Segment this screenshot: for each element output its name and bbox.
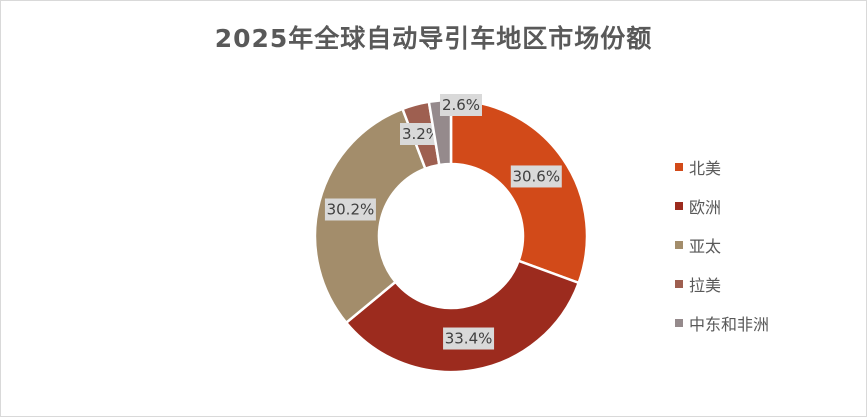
- data-label: 30.6%: [510, 165, 562, 188]
- data-label-box: [400, 123, 442, 145]
- legend-label: 北美: [689, 158, 722, 178]
- data-label-text: 33.4%: [445, 330, 493, 348]
- legend-swatch: [675, 318, 683, 327]
- donut-slice-4: [427, 98, 453, 167]
- data-label: 2.6%: [440, 94, 482, 116]
- legend-item: 北美: [675, 147, 769, 186]
- legend-item: 欧洲: [675, 186, 769, 225]
- legend-label: 欧洲: [689, 197, 722, 217]
- data-label-text: 2.6%: [442, 96, 480, 114]
- legend-item: 拉美: [675, 264, 769, 303]
- legend-swatch: [675, 240, 683, 249]
- data-label: 33.4%: [443, 327, 495, 350]
- legend-item: 中东和非洲: [675, 303, 769, 342]
- data-label-box: [324, 198, 376, 221]
- legend-swatch: [675, 201, 683, 210]
- legend-label: 中东和非洲: [689, 314, 770, 334]
- data-label-box: [443, 327, 495, 350]
- chart-title: 2025年全球自动导引车地区市场份额: [214, 24, 653, 53]
- data-label-text: 3.2%: [402, 125, 440, 143]
- data-label: 3.2%: [400, 123, 442, 145]
- data-label-box: [440, 94, 482, 116]
- legend-swatch: [675, 279, 683, 288]
- data-label-box: [510, 165, 562, 188]
- legend-label: 拉美: [689, 275, 722, 295]
- legend-label: 亚太: [689, 236, 722, 256]
- donut-slice-0: [449, 98, 589, 285]
- data-label: 30.2%: [324, 198, 376, 221]
- data-label-text: 30.6%: [512, 167, 560, 185]
- donut-slice-1: [344, 259, 581, 374]
- legend-item: 亚太: [675, 225, 769, 264]
- legend-swatch: [675, 162, 683, 171]
- legend: 北美 欧洲 亚太 拉美 中东和非洲: [675, 147, 769, 342]
- data-label-text: 30.2%: [327, 201, 375, 219]
